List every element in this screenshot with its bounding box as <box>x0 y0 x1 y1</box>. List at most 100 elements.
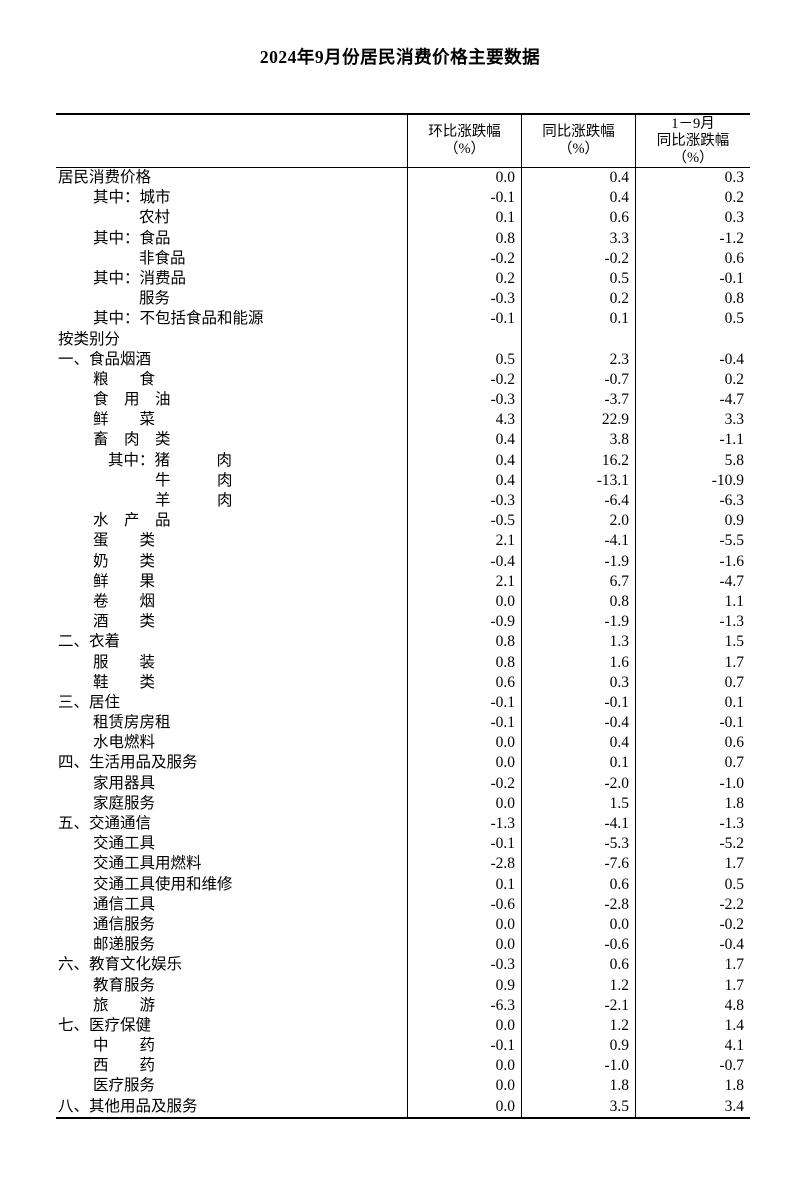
row-label: 中 药 <box>93 1037 156 1055</box>
row-label: 农村 <box>139 209 171 227</box>
cell-ytd: -0.1 <box>635 713 750 734</box>
row-label: 粮 食 <box>93 370 156 388</box>
cell-ytd: 1.8 <box>635 1076 750 1097</box>
row-label: 服 装 <box>93 653 156 671</box>
cell-ytd: -6.3 <box>635 491 750 512</box>
cell-ytd: -4.7 <box>635 571 750 592</box>
cell-mom: -0.3 <box>407 390 521 411</box>
cell-ytd: 0.3 <box>635 208 750 229</box>
row-label: 水电燃料 <box>93 734 156 752</box>
cell-mom: 0.1 <box>407 208 521 229</box>
table-row: 西 药 0.0 -1.0 -0.7 <box>56 1056 750 1077</box>
cell-mom: 0.8 <box>407 228 521 249</box>
cell-ytd: -1.0 <box>635 773 750 794</box>
cell-mom: 0.1 <box>407 874 521 895</box>
row-label: 交通工具使用和维修 <box>93 875 233 893</box>
cell-yoy: -2.8 <box>521 894 635 915</box>
cell-ytd: 1.1 <box>635 591 750 613</box>
cell-mom: 0.4 <box>407 470 521 491</box>
cell-ytd: -5.2 <box>635 834 750 855</box>
row-label: 交通工具用燃料 <box>93 855 202 873</box>
cell-mom: -0.6 <box>407 894 521 915</box>
row-label-cell: 其中：消费品 <box>56 269 407 289</box>
cell-ytd: -5.5 <box>635 531 750 552</box>
row-label-cell: 按类别分 <box>56 330 407 350</box>
cell-yoy: -4.1 <box>521 531 635 552</box>
table-row: 其中：食品 0.8 3.3 -1.2 <box>56 228 750 249</box>
table-row: 交通工具用燃料 -2.8 -7.6 1.7 <box>56 854 750 875</box>
table-row: 八、其他用品及服务 0.0 3.5 3.4 <box>56 1096 750 1117</box>
cell-mom: -0.1 <box>407 188 521 209</box>
cell-ytd: 0.7 <box>635 753 750 774</box>
row-label-cell: 畜 肉 类 <box>56 430 407 450</box>
cell-yoy: 1.3 <box>521 632 635 653</box>
row-label-cell: 鲜 菜 <box>56 410 407 430</box>
cell-yoy: 6.7 <box>521 571 635 592</box>
cell-ytd: -1.3 <box>635 814 750 835</box>
table-row: 交通工具 -0.1 -5.3 -5.2 <box>56 834 750 855</box>
cell-mom: -0.2 <box>407 773 521 794</box>
cell-ytd: -0.4 <box>635 935 750 956</box>
row-label-cell: 一、食品烟酒 <box>56 350 407 370</box>
row-label-cell: 其中：猪 肉 <box>56 451 407 471</box>
cell-yoy: 3.8 <box>521 430 635 451</box>
row-label: 西 药 <box>93 1057 156 1075</box>
cell-mom: -0.4 <box>407 551 521 572</box>
row-label-cell: 蛋 类 <box>56 531 407 551</box>
table-row: 奶 类 -0.4 -1.9 -1.6 <box>56 551 750 572</box>
header-yoy-line2: （%） <box>557 141 600 157</box>
cell-yoy: 0.9 <box>521 1036 635 1057</box>
row-label: 二、衣着 <box>58 633 121 651</box>
cell-mom: 0.8 <box>407 652 521 673</box>
row-label-cell: 居民消费价格 <box>56 168 407 188</box>
cell-ytd: 0.7 <box>635 672 750 693</box>
row-label: 其中：城市 <box>93 189 171 207</box>
cell-ytd: 3.4 <box>635 1096 750 1117</box>
row-label: 八、其他用品及服务 <box>58 1097 198 1115</box>
header-ytd-line1: 1－9月 <box>671 115 715 132</box>
cell-ytd: -0.7 <box>635 1056 750 1077</box>
row-label-cell: 交通工具使用和维修 <box>56 875 407 895</box>
table-row: 交通工具使用和维修 0.1 0.6 0.5 <box>56 874 750 895</box>
cell-ytd: 3.3 <box>635 410 750 431</box>
cell-mom: -0.1 <box>407 1036 521 1057</box>
row-label: 鞋 类 <box>93 673 156 691</box>
table-row: 农村 0.1 0.6 0.3 <box>56 208 750 229</box>
cell-yoy: 1.6 <box>521 652 635 673</box>
table-row: 二、衣着 0.8 1.3 1.5 <box>56 632 750 653</box>
cell-yoy: 0.2 <box>521 289 635 310</box>
table-row: 其中：猪 肉 0.4 16.2 5.8 <box>56 450 750 471</box>
cell-mom: 0.0 <box>407 1056 521 1077</box>
row-label-cell: 中 药 <box>56 1036 407 1056</box>
header-stub-cell <box>56 115 407 167</box>
row-label: 居民消费价格 <box>58 169 152 186</box>
cell-mom: -0.9 <box>407 612 521 633</box>
table-row: 服 装 0.8 1.6 1.7 <box>56 652 750 673</box>
cell-mom: -6.3 <box>407 995 521 1016</box>
row-label-cell: 粮 食 <box>56 370 407 390</box>
row-label: 按类别分 <box>58 330 121 348</box>
row-label-cell: 酒 类 <box>56 612 407 632</box>
cell-ytd: -1.3 <box>635 612 750 633</box>
row-label-cell: 通信工具 <box>56 895 407 915</box>
cell-yoy: -13.1 <box>521 470 635 491</box>
cell-mom: -0.3 <box>407 955 521 976</box>
row-label-cell: 水 产 品 <box>56 511 407 531</box>
cell-ytd: 4.8 <box>635 995 750 1016</box>
cell-yoy: 0.4 <box>521 188 635 209</box>
row-label-cell: 通信服务 <box>56 915 407 935</box>
row-label: 通信服务 <box>93 915 156 933</box>
header-ytd-line3: （%） <box>672 149 714 166</box>
cell-ytd: -1.6 <box>635 551 750 572</box>
cell-ytd: 4.1 <box>635 1036 750 1057</box>
cell-yoy: -2.1 <box>521 995 635 1016</box>
table-row: 卷 烟 0.0 0.8 1.1 <box>56 591 750 613</box>
cell-ytd: 1.7 <box>635 955 750 976</box>
cell-mom: -0.5 <box>407 511 521 532</box>
cell-mom <box>407 329 521 350</box>
table-row: 蛋 类 2.1 -4.1 -5.5 <box>56 531 750 552</box>
row-label: 酒 类 <box>93 613 156 631</box>
cell-ytd: -0.4 <box>635 349 750 370</box>
cell-yoy: 3.5 <box>521 1096 635 1117</box>
cell-ytd: -0.2 <box>635 914 750 936</box>
